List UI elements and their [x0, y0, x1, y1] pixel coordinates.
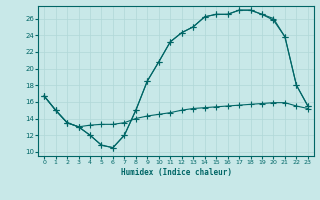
X-axis label: Humidex (Indice chaleur): Humidex (Indice chaleur) [121, 168, 231, 177]
